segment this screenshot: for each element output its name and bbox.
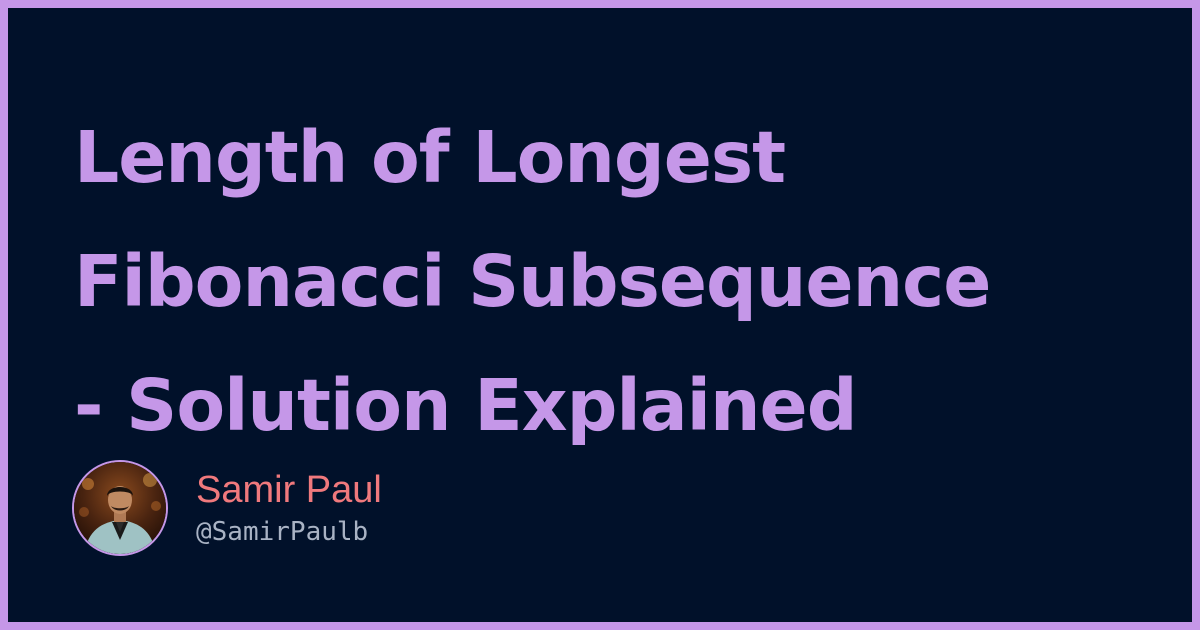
title-line: Length of Longest [74,116,786,199]
social-card: Length of Longest Fibonacci Subsequence … [8,8,1192,622]
author-info: Samir Paul @SamirPaulb [196,468,382,548]
author-block: Samir Paul @SamirPaulb [72,458,382,558]
title-line: Fibonacci Subsequence [74,240,991,323]
title-line: - Solution Explained [74,364,858,447]
author-handle: @SamirPaulb [196,517,369,547]
post-title: Length of Longest Fibonacci Subsequence … [74,96,1174,468]
avatar-photo-icon [74,462,166,554]
avatar [72,460,168,556]
author-name: Samir Paul [196,469,382,511]
